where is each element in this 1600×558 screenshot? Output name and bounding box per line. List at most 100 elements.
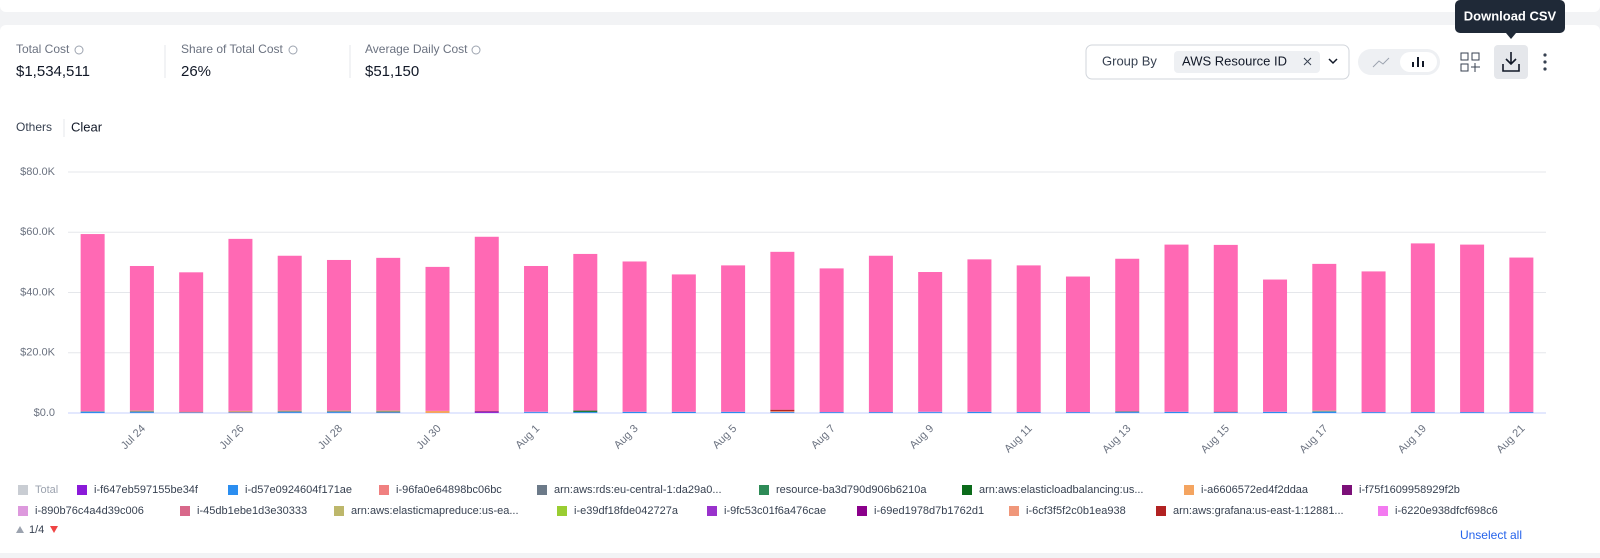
page-prev[interactable] (16, 526, 24, 533)
info-icon[interactable] (471, 45, 481, 55)
page-indicator: 1/4 (29, 524, 44, 536)
filter-label: Others (16, 120, 52, 134)
bar-segment (868, 412, 893, 413)
bar-segment (1410, 412, 1435, 413)
main-card (0, 25, 1600, 558)
y-tick-label: $60.0K (20, 226, 56, 238)
tooltip-arrow (1506, 33, 1516, 39)
legend-label[interactable]: arn:aws:rds:eu-central-1:da29a0... (554, 484, 722, 496)
legend-swatch (707, 506, 717, 516)
bar-segment (770, 411, 795, 413)
legend-label[interactable]: i-890b76c4a4d39c006 (35, 505, 144, 517)
legend-swatch (962, 485, 972, 495)
bar-segment (179, 272, 204, 412)
bar-segment (1361, 271, 1386, 413)
bar-segment (967, 411, 992, 413)
bar-segment (1312, 410, 1337, 412)
legend-label[interactable]: i-9fc53c01f6a476cae (724, 505, 826, 517)
add-widget-icon[interactable] (1460, 52, 1480, 72)
bar-segment (819, 268, 844, 413)
bar-segment (1115, 411, 1140, 413)
legend-label[interactable]: resource-ba3d790d906b6210a (776, 484, 927, 496)
stat-label: Average Daily Cost (365, 42, 468, 56)
bar-segment (524, 265, 549, 412)
legend-swatch (557, 506, 567, 516)
bar-segment (671, 411, 696, 413)
bar-segment (819, 412, 844, 413)
bar-segment (1509, 257, 1534, 413)
bar-segment (326, 411, 351, 413)
legend-label[interactable]: i-45db1ebe1d3e30333 (197, 505, 307, 517)
bar-segment (1016, 265, 1041, 413)
top-card (0, 0, 1600, 12)
legend-label[interactable]: arn:aws:elasticloadbalancing:us... (979, 484, 1143, 496)
bar-segment (474, 411, 499, 413)
bar-segment (277, 412, 302, 413)
chip-remove[interactable] (1303, 57, 1312, 66)
bar-segment (376, 257, 401, 411)
bar-segment (1164, 411, 1189, 413)
bar-segment (573, 411, 598, 413)
line-chart-icon[interactable] (1372, 57, 1390, 68)
legend-label[interactable]: i-6220e938dfcf698c6 (1395, 505, 1498, 517)
bar-segment (573, 412, 598, 413)
legend-label[interactable]: i-96fa0e64898bc06bc (396, 484, 502, 496)
bar-segment (277, 255, 302, 411)
legend-label[interactable]: i-a6606572ed4f2ddaa (1201, 484, 1309, 496)
legend-label[interactable]: i-d57e0924604f171ae (245, 484, 352, 496)
legend-swatch (334, 506, 344, 516)
download-icon (1502, 52, 1520, 72)
bar-segment (1263, 411, 1288, 413)
bar-segment (326, 259, 351, 411)
bar-segment (376, 412, 401, 413)
y-tick-label: $20.0K (20, 347, 56, 359)
bar-segment (622, 261, 647, 412)
bar-segment (277, 411, 302, 413)
bar-segment (918, 411, 943, 413)
clear-button[interactable]: Clear (71, 119, 103, 134)
legend-label[interactable]: i-6cf3f5f2c0b1ea938 (1026, 505, 1126, 517)
legend-swatch (537, 485, 547, 495)
info-icon[interactable] (74, 45, 84, 55)
more-menu[interactable] (1543, 53, 1547, 71)
legend-swatch (1009, 506, 1019, 516)
legend-label[interactable]: arn:aws:elasticmapreduce:us-ea... (351, 505, 519, 517)
legend-label[interactable]: i-69ed1978d7b1762d1 (874, 505, 984, 517)
bar-segment (1460, 244, 1485, 413)
bar-segment (1016, 412, 1041, 413)
bar-segment (376, 410, 401, 412)
bar-segment (524, 411, 549, 413)
bar-segment (622, 411, 647, 413)
bar-segment (179, 411, 204, 413)
bar-segment (474, 412, 499, 413)
legend-swatch (857, 506, 867, 516)
bar-segment (1312, 411, 1337, 413)
info-icon[interactable] (288, 45, 298, 55)
legend-label[interactable]: i-f647eb597155be34f (94, 484, 199, 496)
legend-label[interactable]: i-e39df18fde042727a (574, 505, 679, 517)
bar-segment (1213, 411, 1238, 413)
bar-segment (868, 255, 893, 413)
legend-swatch (77, 485, 87, 495)
unselect-all[interactable]: Unselect all (1460, 528, 1522, 542)
tooltip-text: Download CSV (1464, 8, 1557, 23)
bar-segment (1065, 276, 1090, 413)
bar-segment (80, 411, 105, 413)
dropdown-arrow[interactable] (1328, 58, 1338, 65)
legend-label[interactable]: Total (35, 484, 58, 496)
bar-segment (80, 234, 105, 412)
bar-segment (425, 410, 450, 413)
legend-label[interactable]: i-f75f1609958929f2b (1359, 484, 1460, 496)
bar-segment (129, 412, 154, 413)
stat-value: $51,150 (365, 63, 419, 80)
bar-segment (770, 409, 795, 412)
bar-chart-icon[interactable] (1412, 57, 1424, 67)
bar-segment (721, 265, 746, 412)
page-next[interactable] (50, 526, 58, 533)
stat-label: Total Cost (16, 42, 70, 56)
y-tick-label: $80.0K (20, 166, 56, 178)
bar-segment (228, 411, 253, 413)
legend-label[interactable]: arn:aws:grafana:us-east-1:12881... (1173, 505, 1344, 517)
bar-segment (228, 410, 253, 412)
